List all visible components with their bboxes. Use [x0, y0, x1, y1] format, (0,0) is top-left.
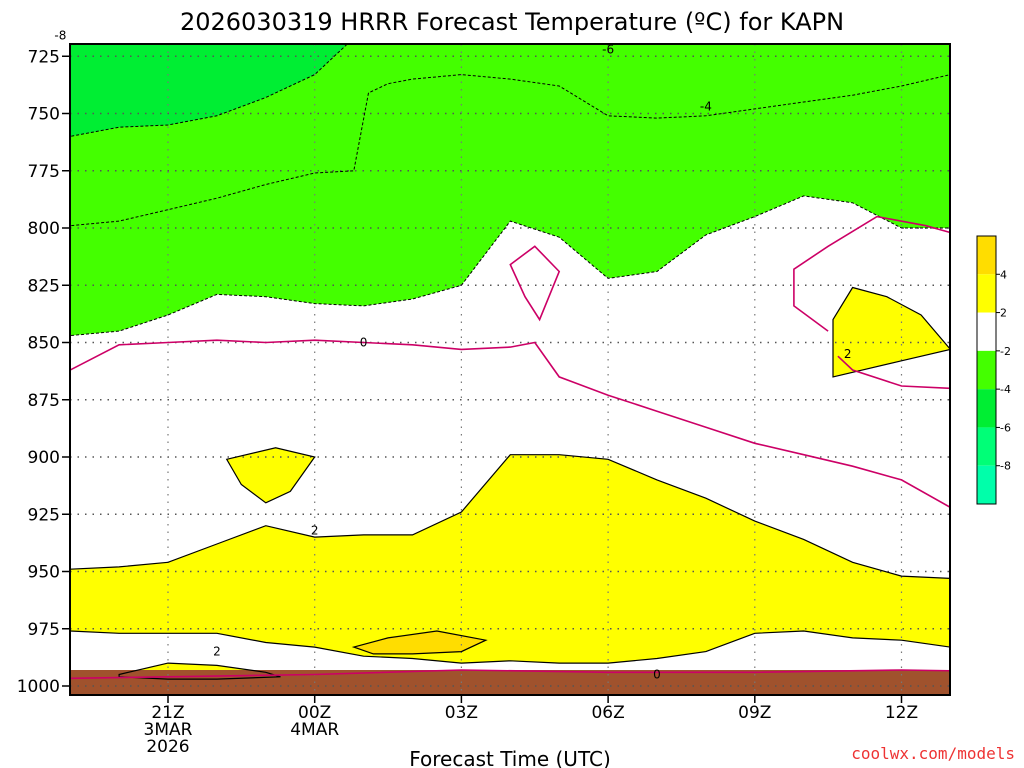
region-minus6-fill [70, 44, 626, 137]
contour-label-text: 2 [844, 347, 852, 361]
contour-plus4-core [351, 630, 488, 655]
contour-label-text: 2 [311, 523, 319, 537]
contour-minus2 [70, 195, 950, 337]
colorbar-label-0: 4 [1000, 268, 1007, 281]
contour-minus4 [70, 74, 950, 227]
plot-frame [69, 43, 951, 696]
region-plus2-blob-900 [226, 447, 315, 503]
x-tick-label-06Z-1: 06Z [591, 703, 624, 723]
contour-label-text: 2 [213, 645, 221, 659]
contour-label-text: -8 [54, 29, 66, 43]
y-tick-label-750: 750 [28, 105, 60, 125]
contour-label-3: 0 [360, 336, 368, 350]
colorbar-label-4: -6 [1000, 421, 1011, 434]
colorbar-swatch-0 [977, 236, 996, 275]
x-tick-label-09Z-1: 09Z [738, 703, 771, 723]
x-tick-label-00Z-2: 4MAR [290, 720, 339, 740]
region-plus2-blob-840 [833, 287, 950, 377]
colorbar-label-5: -8 [1000, 460, 1011, 473]
contour-label-text: -6 [602, 42, 614, 56]
colorbar-swatch-4 [977, 389, 996, 428]
y-tick-label-1000: 1000 [17, 677, 60, 697]
contour-labels: -8 -6 -4 0 2 2 0 2 [54, 29, 852, 682]
contour-label-5: 2 [213, 645, 221, 659]
y-tick-label-925: 925 [28, 505, 60, 525]
colorbar: 4 2 -2 -4 -6 -8 [976, 235, 1011, 505]
y-tick-label-975: 975 [28, 620, 60, 640]
colorbar-label-2: -2 [1000, 345, 1011, 358]
y-tick-label-825: 825 [28, 276, 60, 296]
contour-label-6: 0 [653, 668, 661, 682]
plot-fills [70, 44, 950, 695]
colorbar-frame [976, 235, 997, 505]
y-axis: 725 750 775 800 825 850 875 900 925 950 975 1000 [17, 47, 70, 697]
y-tick-label-725: 725 [28, 47, 60, 67]
x-tick-label-21Z-1: 21Z [151, 703, 184, 723]
y-tick-label-850: 850 [28, 334, 60, 354]
colorbar-swatch-5 [977, 427, 996, 466]
x-tick-label-21Z-3: 2026 [146, 737, 189, 757]
source-credit: coolwx.com/models [851, 744, 1015, 763]
colorbar-swatch-1 [977, 274, 996, 313]
ground-below-surface [70, 670, 950, 695]
y-tick-label-900: 900 [28, 448, 60, 468]
region-plus2-main [70, 454, 950, 664]
colorbar-swatch-6 [977, 465, 996, 504]
x-tick-label-21Z-2: 3MAR [144, 720, 193, 740]
x-tick-label-03Z-1: 03Z [445, 703, 478, 723]
region-plus4-core [353, 631, 486, 654]
x-axis-label: Forecast Time (UTC) [409, 747, 611, 768]
x-tick-label-00Z-1: 00Z [298, 703, 331, 723]
y-tick-label-950: 950 [28, 563, 60, 583]
contour-plus2-blob-900 [225, 447, 316, 504]
colorbar-label-1: 2 [1000, 307, 1007, 320]
contour-zero-surface [70, 669, 950, 680]
y-tick-label-875: 875 [28, 391, 60, 411]
contour-label-1: -6 [602, 42, 614, 56]
contour-label-7: 2 [844, 347, 852, 361]
contour-label-text: 0 [653, 668, 661, 682]
contour-label-text: 0 [360, 336, 368, 350]
x-tick-label-12Z-1: 12Z [885, 703, 918, 723]
contour-zero-loop-east [793, 215, 950, 390]
contour-plus2-main [70, 454, 950, 664]
contour-label-0: -8 [54, 29, 66, 43]
contour-zero-main [70, 339, 950, 509]
contour-lines [70, 44, 950, 680]
contour-label-4: 2 [311, 523, 319, 537]
contour-label-2: -4 [700, 100, 712, 114]
contour-label-text: -4 [700, 100, 712, 114]
colorbar-swatch-2 [977, 312, 996, 351]
contour-minus6 [70, 44, 636, 137]
contour-plus2-blob-840 [832, 286, 950, 378]
colorbar-swatch-3 [977, 350, 996, 390]
region-minus4-fill [70, 44, 950, 226]
contour-zero-loop-815 [509, 245, 561, 322]
colorbar-label-3: -4 [1000, 383, 1011, 396]
chart-title: 2026030319 HRRR Forecast Temperature (ºC… [180, 8, 844, 36]
y-tick-label-800: 800 [28, 219, 60, 239]
y-tick-label-775: 775 [28, 162, 60, 182]
